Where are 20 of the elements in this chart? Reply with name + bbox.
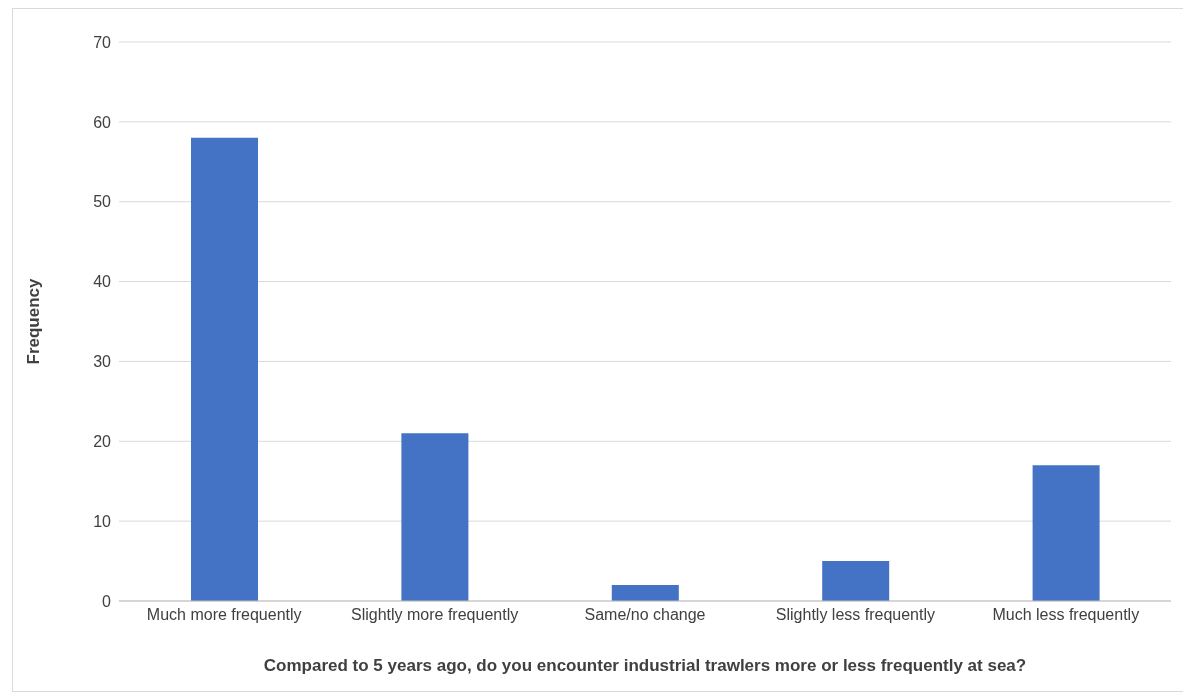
y-tick-label: 60 bbox=[93, 113, 112, 131]
y-tick-label: 30 bbox=[93, 353, 112, 371]
y-tick-label: 10 bbox=[93, 512, 112, 530]
x-tick-label: Much more frequently bbox=[146, 606, 302, 624]
bar bbox=[1032, 465, 1100, 601]
y-tick-label: 40 bbox=[93, 273, 112, 291]
y-axis-title: Frequency bbox=[24, 277, 44, 365]
bar bbox=[401, 433, 469, 601]
x-tick-label: Same/no change bbox=[584, 606, 706, 624]
y-tick-label: 70 bbox=[93, 33, 112, 51]
x-axis-title: Compared to 5 years ago, do you encounter industrial trawlers more or less frequently at sea? bbox=[263, 656, 1027, 675]
x-tick-label: Slightly less frequently bbox=[775, 606, 935, 624]
y-tick-label: 0 bbox=[102, 592, 112, 610]
bar bbox=[822, 561, 890, 601]
y-tick-label: 50 bbox=[93, 193, 112, 211]
bar bbox=[611, 585, 679, 601]
x-tick-label: Much less frequently bbox=[992, 606, 1140, 624]
bar bbox=[191, 137, 258, 601]
x-tick-label: Slightly more frequently bbox=[351, 606, 519, 624]
y-tick-label: 20 bbox=[93, 432, 112, 450]
